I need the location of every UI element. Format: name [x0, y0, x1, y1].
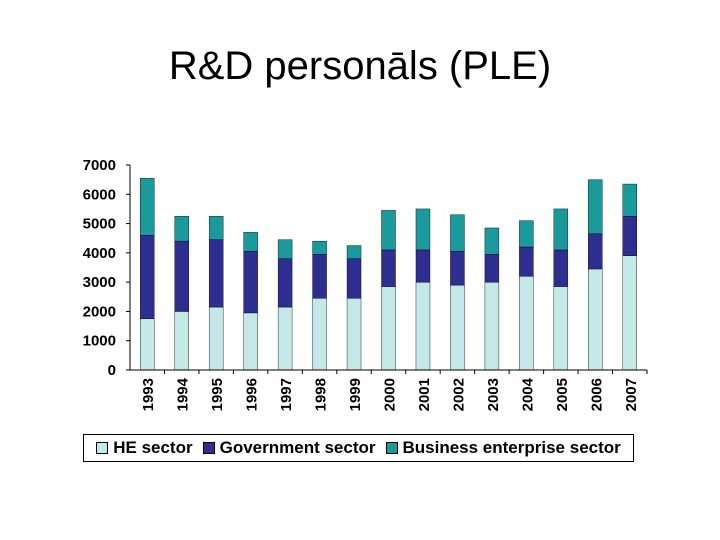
bar-segment [415, 281, 431, 371]
x-tick-label: 2004 [519, 377, 536, 411]
bar-segment [381, 286, 396, 371]
bar-segment [415, 249, 431, 283]
bar-segment [208, 216, 224, 240]
x-tick-label: 1997 [278, 378, 295, 411]
legend-item: Business enterprise sector [385, 438, 621, 458]
bar-segment [622, 216, 637, 256]
x-tick-label: 2007 [623, 378, 640, 411]
x-tick-label: 2002 [450, 378, 467, 411]
bar-segment [312, 254, 327, 299]
bar-segment [243, 312, 258, 371]
legend: HE sector Government sector Business enter… [83, 434, 634, 462]
bar-segment [450, 214, 465, 252]
bar-segment [519, 276, 534, 371]
x-tick-label: 1999 [347, 378, 364, 411]
y-tick-label: 2000 [83, 303, 116, 320]
x-tick-label: 1993 [140, 378, 157, 411]
legend-swatch [96, 442, 109, 454]
x-tick-label: 2005 [554, 378, 571, 411]
bar-segment [312, 240, 327, 255]
bar-segment [208, 306, 224, 371]
bar-segment [243, 251, 258, 314]
x-tick-label: 1995 [209, 378, 226, 411]
bar-segment [519, 246, 534, 277]
bar-segment [622, 255, 637, 371]
bar-segment [277, 258, 293, 308]
x-tick-label: 2001 [416, 378, 433, 411]
bar-segment [588, 268, 603, 371]
x-tick-label: 1994 [175, 377, 192, 411]
bar-segment [346, 298, 362, 371]
bar-segment [346, 245, 362, 259]
bar-segment [553, 286, 569, 371]
legend-swatch [202, 442, 215, 454]
bar-segment [140, 318, 155, 371]
bar-segment [174, 311, 189, 371]
bar-segment [346, 258, 362, 299]
y-tick-label: 1000 [83, 333, 116, 350]
y-tick-label: 0 [108, 362, 116, 379]
bar-segment [588, 179, 603, 235]
legend-label: Business enterprise sector [402, 438, 621, 457]
bar-segment [622, 183, 637, 217]
bar-segment [553, 208, 569, 251]
bar-segment [208, 239, 224, 308]
bar-segment [553, 249, 569, 287]
y-tick-label: 3000 [83, 274, 116, 291]
bar-segment [381, 249, 396, 287]
legend-item: HE sector [96, 438, 193, 458]
legend-label: HE sector [113, 438, 193, 457]
y-tick-label: 6000 [83, 186, 116, 203]
slide-title: R&D personāls (PLE) [168, 44, 552, 88]
legend-label: Government sector [219, 438, 376, 457]
bar-segment [174, 216, 189, 242]
bar-segment [277, 306, 293, 371]
bar-segment [484, 227, 500, 255]
y-tick-label: 4000 [83, 245, 116, 262]
bar-segment [277, 239, 293, 259]
bar-segment [484, 254, 500, 283]
y-tick-label: 5000 [83, 216, 116, 233]
bar-segment [588, 233, 603, 270]
bar-segment [415, 208, 431, 251]
y-axis: 0 1000 2000 3000 4000 5000 6000 7000 [83, 157, 131, 379]
bar-segment [174, 240, 189, 312]
y-tick-label: 7000 [83, 157, 116, 174]
bar-segment [381, 210, 396, 251]
bar-segment [450, 284, 465, 371]
x-tick-label: 2003 [485, 378, 502, 411]
bar-segment [312, 298, 327, 371]
bar-segment [243, 232, 258, 252]
bar-segment [519, 220, 534, 248]
bar-segment [140, 235, 155, 319]
legend-item: Government sector [202, 438, 376, 458]
x-tick-label: 2000 [382, 378, 399, 411]
legend-swatch [385, 442, 398, 454]
x-tick-label: 1998 [313, 378, 330, 411]
x-axis: 1993 1994 1995 1996 1997 1998 1999 2000 2001 2002… [130, 369, 648, 411]
bar-segment [484, 281, 500, 371]
bar-segment [140, 177, 155, 236]
bar-segment [450, 251, 465, 286]
x-tick-label: 1996 [244, 378, 261, 411]
bars [140, 177, 637, 371]
x-tick-label: 2006 [588, 378, 605, 411]
